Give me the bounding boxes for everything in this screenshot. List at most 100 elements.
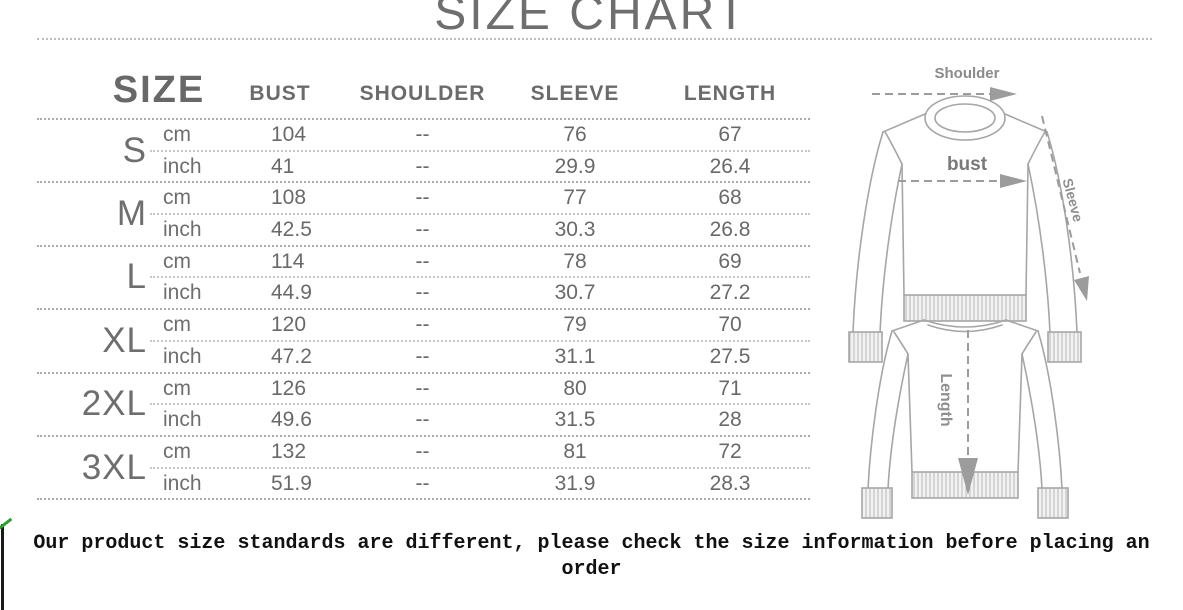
bust-value: 114 (271, 249, 305, 273)
table-row: cm 126 -- 80 71 (150, 374, 810, 406)
unit-label: inch (163, 471, 202, 495)
sweater-back-diagram (861, 319, 1069, 519)
sleeve-value: 29.9 (554, 154, 596, 178)
bust-value: 42.5 (271, 218, 312, 242)
bust-value: 108 (271, 186, 307, 210)
sleeve-value: 80 (563, 376, 587, 400)
length-value: 67 (718, 123, 742, 146)
bust-value: 120 (271, 313, 307, 337)
unit-label: inch (163, 408, 202, 432)
length-value: 70 (718, 313, 742, 337)
length-value: 27.5 (709, 344, 751, 368)
shoulder-value: -- (415, 123, 430, 146)
sleeve-value: 79 (563, 313, 587, 337)
shoulder-arrow (872, 87, 1017, 101)
size-label: 3XL (81, 447, 147, 487)
length-value: 68 (718, 186, 742, 210)
sleeve-arrow (1041, 115, 1089, 301)
green-corner-tick (0, 517, 13, 530)
bust-value: 51.9 (271, 471, 312, 495)
table-row-group-m: M cm 108 -- 77 68 inch 42.5 -- 30.3 26.8 (37, 181, 810, 244)
sleeve-value: 31.1 (554, 344, 596, 368)
size-label: L (126, 257, 147, 297)
length-value: 71 (718, 376, 742, 400)
size-label: 2XL (81, 384, 147, 424)
unit-label: cm (163, 123, 191, 146)
length-value: 28.3 (709, 471, 751, 495)
column-header-bust: BUST (249, 82, 311, 105)
table-row-group-s: S cm 104 -- 76 67 inch 41 -- 29.9 26.4 (37, 118, 810, 181)
unit-label: inch (163, 218, 202, 242)
sleeve-value: 77 (563, 186, 587, 210)
shoulder-value: -- (415, 249, 430, 273)
table-row-group-xl: XL cm 120 -- 79 70 inch 47.2 -- 31.1 27.… (37, 308, 810, 371)
bust-value: 41 (271, 154, 295, 178)
size-note-text: Our product size standards are different… (33, 532, 1150, 581)
sleeve-value: 31.5 (554, 408, 596, 432)
length-value: 26.4 (709, 154, 751, 178)
column-header-length: LENGTH (683, 82, 777, 105)
unit-label: cm (163, 313, 191, 337)
bust-value: 104 (271, 123, 307, 146)
shoulder-value: -- (415, 376, 430, 400)
size-chart-table: SIZE BUST SHOULDER SLEEVE LENGTH S cm 10… (37, 60, 810, 501)
table-row: cm 104 -- 76 67 (150, 120, 810, 152)
sweater-front-diagram (848, 95, 1082, 363)
unit-label: cm (163, 249, 191, 273)
sleeve-value: 31.9 (554, 471, 596, 495)
length-label: Length (937, 373, 954, 426)
unit-label: cm (163, 439, 191, 463)
shoulder-value: -- (415, 154, 430, 178)
size-label: XL (102, 320, 147, 360)
bust-value: 44.9 (271, 281, 312, 305)
text-box-border-mark (1, 524, 4, 610)
table-row: inch 47.2 -- 31.1 27.5 (150, 342, 810, 372)
column-header-shoulder: SHOULDER (359, 82, 486, 105)
sleeve-value: 30.3 (554, 218, 596, 242)
sleeve-value: 78 (563, 249, 587, 273)
length-value: 27.2 (709, 281, 751, 305)
table-row: inch 42.5 -- 30.3 26.8 (150, 215, 810, 245)
table-row-group-2xl: 2XL cm 126 -- 80 71 inch 49.6 -- 31.5 28 (37, 371, 810, 435)
shoulder-value: -- (415, 439, 430, 463)
length-value: 72 (718, 439, 742, 463)
unit-label: inch (163, 154, 202, 178)
column-header-size: SIZE (112, 69, 206, 111)
unit-label: inch (163, 281, 202, 305)
sleeve-value: 81 (563, 439, 587, 463)
table-row: inch 44.9 -- 30.7 27.2 (150, 278, 810, 308)
bust-arrow (898, 174, 1027, 188)
table-row-group-3xl: 3XL cm 132 -- 81 72 inch 51.9 -- 31.9 28… (37, 434, 810, 501)
table-row: inch 51.9 -- 31.9 28.3 (150, 469, 810, 499)
table-row: cm 120 -- 79 70 (150, 310, 810, 342)
size-label: S (122, 130, 147, 170)
bust-value: 47.2 (271, 344, 312, 368)
title-divider (37, 38, 1152, 40)
column-header-sleeve: SLEEVE (530, 82, 620, 105)
table-row: inch 41 -- 29.9 26.4 (150, 152, 810, 182)
length-value: 26.8 (709, 218, 751, 242)
unit-label: cm (163, 186, 191, 210)
shoulder-label: Shoulder (934, 65, 999, 82)
unit-label: cm (163, 376, 191, 400)
size-label: M (116, 194, 147, 234)
garment-measurement-diagram: Shoulder bust Sleeve (848, 65, 1089, 519)
shoulder-value: -- (415, 281, 430, 305)
back-annotations: Length (937, 330, 978, 495)
length-value: 69 (718, 249, 742, 273)
shoulder-value: -- (415, 471, 430, 495)
length-arrow (958, 330, 978, 495)
table-row: cm 108 -- 77 68 (150, 183, 810, 216)
shoulder-value: -- (415, 408, 430, 432)
bust-value: 132 (271, 439, 307, 463)
table-row: cm 132 -- 81 72 (150, 437, 810, 469)
table-row: inch 49.6 -- 31.5 28 (150, 405, 810, 435)
shoulder-value: -- (415, 218, 430, 242)
shoulder-value: -- (415, 313, 430, 337)
bust-value: 49.6 (271, 408, 312, 432)
table-header-row: SIZE BUST SHOULDER SLEEVE LENGTH (37, 60, 810, 118)
page-title: SIZE CHART (434, 0, 749, 40)
bust-value: 126 (271, 376, 307, 400)
shoulder-value: -- (415, 186, 430, 210)
bust-label: bust (947, 154, 988, 175)
